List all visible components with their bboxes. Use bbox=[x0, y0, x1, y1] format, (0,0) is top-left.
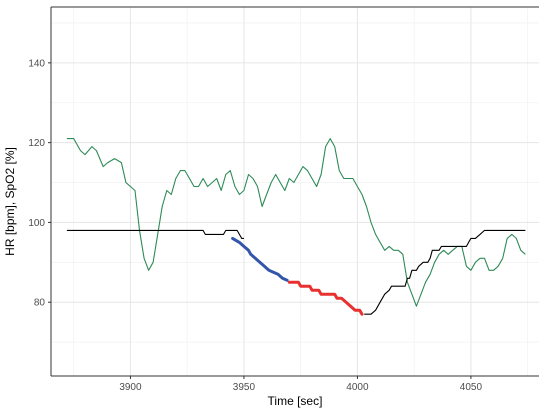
x-tick-label: 4050 bbox=[460, 382, 483, 393]
y-tick-label: 100 bbox=[28, 218, 45, 229]
y-tick-label: 140 bbox=[28, 58, 45, 69]
series-line-4 bbox=[364, 229, 526, 315]
series-line-0 bbox=[66, 138, 526, 307]
x-tick-label: 3950 bbox=[233, 382, 256, 393]
x-axis-label: Time [sec] bbox=[268, 394, 323, 408]
axes: 3900 3950 4000 4050 80 100 120 140 bbox=[28, 7, 539, 393]
grid bbox=[51, 7, 539, 376]
y-tick-label: 80 bbox=[34, 298, 46, 309]
x-tick-label: 4000 bbox=[346, 382, 369, 393]
series-line-3 bbox=[287, 280, 364, 316]
series-layer bbox=[66, 138, 526, 316]
y-axis-label: HR [bpm], SpO2 [%] bbox=[3, 147, 17, 256]
y-tick-label: 120 bbox=[28, 138, 45, 149]
x-tick-label: 3900 bbox=[119, 382, 142, 393]
series-line-1 bbox=[66, 229, 244, 239]
series-line-2 bbox=[231, 236, 289, 282]
